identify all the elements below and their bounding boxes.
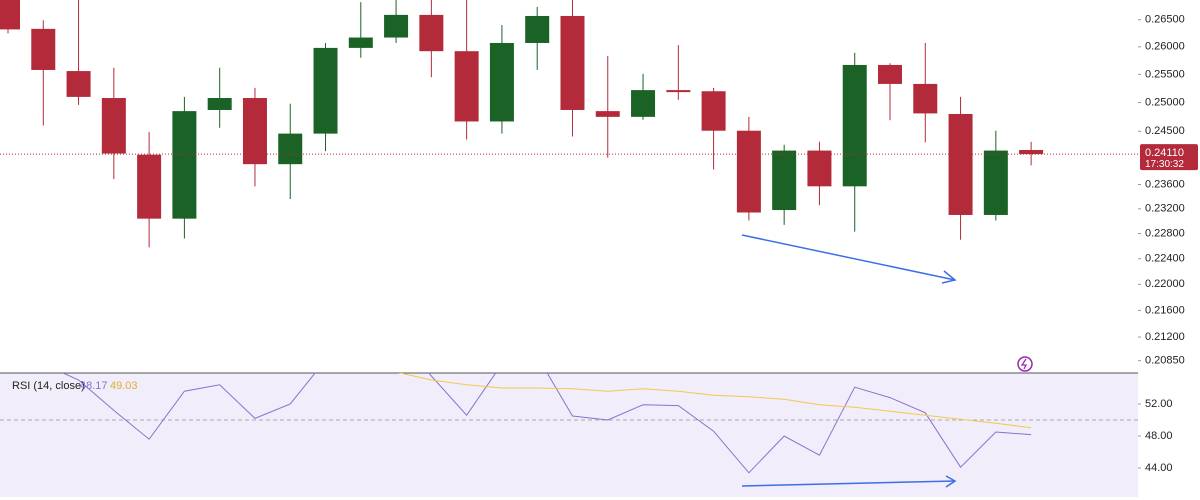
y-tick-label: 0.26000: [1145, 41, 1185, 53]
y-tick-label: 0.22000: [1145, 278, 1185, 290]
price-pane: [0, 0, 1138, 248]
candle-body: [384, 14, 409, 38]
rsi-value: 48.17: [80, 380, 108, 392]
candle-body: [454, 51, 479, 122]
y-tick-label: 0.24500: [1145, 125, 1185, 137]
candle-body: [878, 64, 902, 84]
candle-body: [701, 91, 726, 131]
candle-body: [278, 133, 303, 165]
last-price-tag: [1140, 144, 1198, 171]
rsi-panel: [0, 373, 1138, 497]
candle-body: [489, 42, 514, 122]
candle-body: [595, 111, 620, 117]
candle-body: [1019, 149, 1044, 155]
candle-body: [666, 90, 691, 93]
y-tick-label: 0.22400: [1145, 253, 1185, 265]
candle-body: [560, 15, 585, 110]
rsi-title: RSI (14, close): [12, 380, 85, 392]
candle-body: [172, 111, 197, 219]
candle-body: [631, 90, 656, 117]
divergence-arrow: [741, 234, 957, 488]
candle-body: [137, 154, 162, 219]
y-tick-label: 0.25500: [1145, 68, 1185, 80]
candle-body: [419, 14, 444, 52]
candle-body: [772, 150, 797, 211]
y-tick-label: 0.22800: [1145, 227, 1185, 239]
countdown: 17:30:32: [1145, 159, 1184, 170]
y-tick-label: 0.21600: [1145, 304, 1185, 316]
y-tick-label: 0.21200: [1145, 331, 1185, 343]
y-tick-label: 0.23600: [1145, 178, 1185, 190]
candle-body: [313, 47, 338, 134]
alert-icon[interactable]: [1017, 356, 1033, 372]
last-price-label: 0.24110: [1145, 147, 1184, 159]
axes: 0.26500 0.26000 0.25500 0.25000 0.24500 0.236…: [1138, 14, 1198, 474]
candle-body: [842, 64, 867, 187]
candle-body: [348, 37, 373, 48]
candle-body: [207, 98, 232, 110]
series-line: [61, 373, 1032, 474]
candle-body: [983, 150, 1008, 215]
y-tick-label: 0.23200: [1145, 203, 1185, 215]
y-tick-label: 0.26500: [1145, 14, 1185, 26]
candle-body: [0, 0, 20, 30]
y-tick-label: 0.20850: [1145, 355, 1185, 367]
candle-body: [242, 98, 267, 165]
series-line: [398, 373, 1032, 429]
y-tick-label: 52.00: [1145, 398, 1173, 410]
rsi-ma-value: 49.03: [110, 380, 138, 392]
candle-body: [948, 113, 973, 215]
candle-body: [913, 83, 938, 114]
y-tick-label: 44.00: [1145, 462, 1173, 474]
rsi-pane: [0, 373, 1138, 474]
candle-body: [66, 71, 91, 97]
y-tick-label: 0.25000: [1145, 96, 1185, 108]
candle-body: [101, 98, 126, 154]
candle-body: [736, 130, 761, 213]
candle-body: [807, 150, 832, 187]
y-tick-label: 48.00: [1145, 430, 1173, 442]
candle-body: [525, 15, 550, 43]
candle-body: [31, 28, 56, 70]
